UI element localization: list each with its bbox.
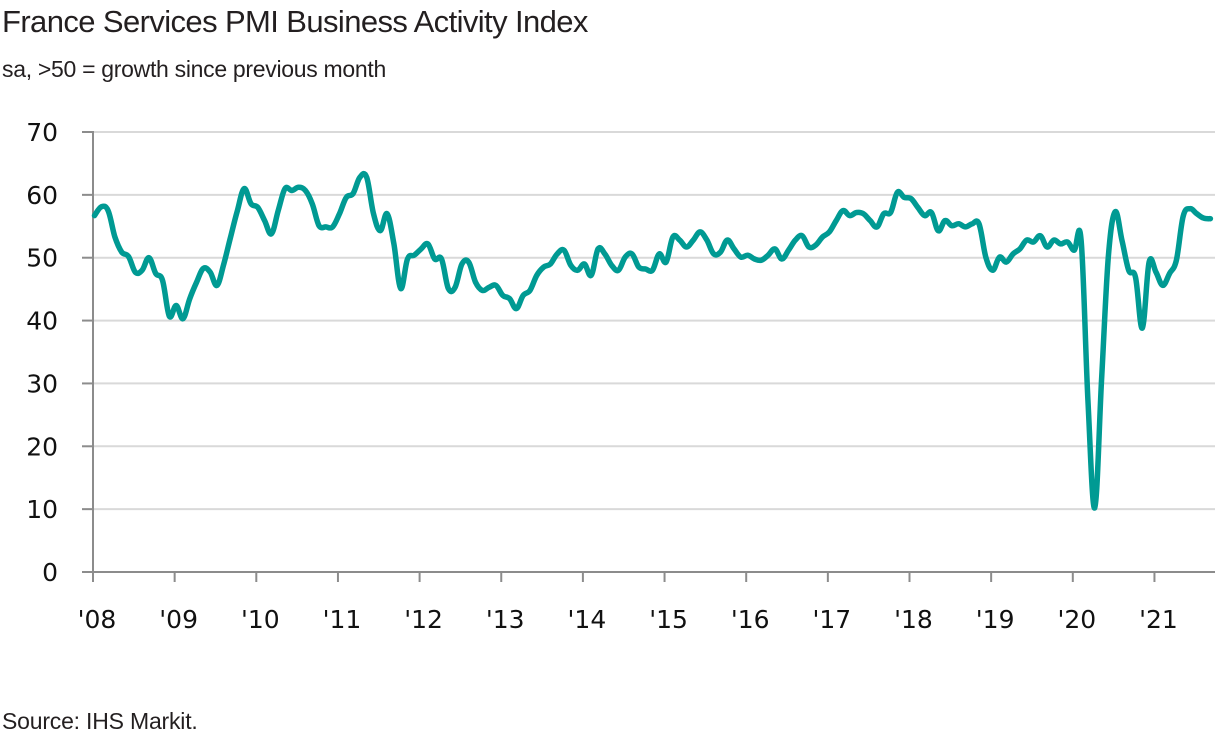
x-tick-label: '18 [894,605,933,634]
x-tick-label: '14 [568,605,607,634]
x-tick-label: '10 [241,605,280,634]
x-tick-label: '19 [976,605,1015,634]
series-line [91,170,1214,511]
series-group [91,170,1214,511]
y-tick-label: 40 [26,307,58,336]
y-tick-label: 20 [26,432,58,461]
y-tick-label: 70 [26,118,58,147]
x-tick-label: '20 [1057,605,1096,634]
y-tick-label: 60 [26,181,58,210]
y-tick-label: 30 [26,369,58,398]
x-tick-label: '13 [486,605,525,634]
x-tick-label: '16 [731,605,770,634]
y-tick-label: 10 [26,495,58,524]
y-axis: 0 10 20 30 40 50 60 70 [26,118,94,587]
x-tick-label: '12 [404,605,443,634]
x-tick-label: '17 [813,605,852,634]
x-tick-label: '09 [159,605,198,634]
x-tick-label: '21 [1139,605,1178,634]
y-tick-label: 50 [26,244,58,273]
chart-subtitle: sa, >50 = growth since previous month [2,56,386,82]
gridlines [93,131,1215,511]
chart-title: France Services PMI Business Activity In… [2,4,588,39]
y-tick-label: 0 [42,558,58,587]
x-tick-label: '15 [649,605,688,634]
x-tick-label: '11 [323,605,362,634]
source-note: Source: IHS Markit. [2,708,198,734]
x-tick-label: '08 [78,605,117,634]
x-axis: '08 '09 '10 '11 '12 '13 '14 '15 '16 '17 '18 '19 '20 '… [78,571,1215,634]
